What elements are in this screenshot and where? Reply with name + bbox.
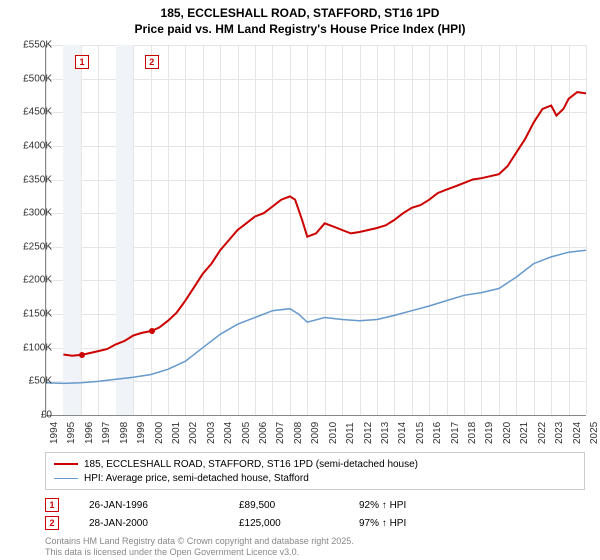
x-axis-label: 2012 (363, 422, 374, 444)
x-axis-label: 2010 (328, 422, 339, 444)
x-axis-label: 1999 (136, 422, 147, 444)
chart-plot-area: 12 (45, 45, 586, 416)
x-axis-label: 2013 (380, 422, 391, 444)
y-axis-label: £350K (23, 174, 52, 185)
y-axis-label: £250K (23, 241, 52, 252)
series-hpi (46, 250, 586, 383)
y-axis-label: £450K (23, 107, 52, 118)
sale-dot (79, 352, 85, 358)
x-axis-label: 2023 (554, 422, 565, 444)
y-axis-label: £400K (23, 140, 52, 151)
y-axis-label: £150K (23, 309, 52, 320)
legend-swatch-property (54, 463, 78, 465)
x-axis-label: 2009 (310, 422, 321, 444)
legend-area: 185, ECCLESHALL ROAD, STAFFORD, ST16 1PD… (45, 452, 585, 558)
footer-text: Contains HM Land Registry data © Crown c… (45, 536, 585, 558)
y-axis-label: £100K (23, 342, 52, 353)
sale-date: 26-JAN-1996 (89, 500, 239, 511)
chart-title: 185, ECCLESHALL ROAD, STAFFORD, ST16 1PD… (0, 0, 600, 37)
sale-price: £89,500 (239, 500, 359, 511)
x-axis-label: 1998 (119, 422, 130, 444)
x-axis-label: 1994 (49, 422, 60, 444)
sale-badge: 2 (45, 516, 59, 530)
y-axis-label: £0 (41, 410, 52, 421)
x-axis-label: 2011 (345, 422, 356, 444)
legend-label-property: 185, ECCLESHALL ROAD, STAFFORD, ST16 1PD… (84, 459, 418, 470)
x-axis-label: 2018 (467, 422, 478, 444)
x-axis-label: 2014 (397, 422, 408, 444)
y-axis-label: £550K (23, 40, 52, 51)
x-axis-label: 1995 (66, 422, 77, 444)
x-axis-label: 1996 (84, 422, 95, 444)
legend-swatch-hpi (54, 478, 78, 479)
y-axis-label: £500K (23, 73, 52, 84)
chart-lines (46, 45, 586, 415)
sale-dot (149, 328, 155, 334)
x-axis-label: 2021 (519, 422, 530, 444)
sale-marker-2: 2 (145, 55, 159, 69)
x-axis-label: 2022 (537, 422, 548, 444)
x-axis-label: 2016 (432, 422, 443, 444)
x-axis-label: 2002 (188, 422, 199, 444)
sale-marker-1: 1 (75, 55, 89, 69)
legend-frame: 185, ECCLESHALL ROAD, STAFFORD, ST16 1PD… (45, 452, 585, 490)
sale-hpi: 92% ↑ HPI (359, 500, 406, 511)
x-axis-label: 2006 (258, 422, 269, 444)
legend-item-property: 185, ECCLESHALL ROAD, STAFFORD, ST16 1PD… (54, 457, 576, 471)
series-property (63, 92, 586, 356)
y-axis-label: £300K (23, 208, 52, 219)
x-axis-label: 2017 (450, 422, 461, 444)
legend-label-hpi: HPI: Average price, semi-detached house,… (84, 473, 309, 484)
sale-row: 2 28-JAN-2000£125,00097% ↑ HPI (45, 514, 585, 532)
x-axis-label: 2001 (171, 422, 182, 444)
x-axis-label: 2015 (415, 422, 426, 444)
x-axis-label: 2025 (589, 422, 600, 444)
sale-hpi: 97% ↑ HPI (359, 518, 406, 529)
x-axis-label: 2008 (293, 422, 304, 444)
y-axis-label: £200K (23, 275, 52, 286)
x-axis-label: 1997 (101, 422, 112, 444)
x-axis-label: 2007 (275, 422, 286, 444)
x-axis-label: 2020 (502, 422, 513, 444)
x-axis-label: 2019 (484, 422, 495, 444)
x-axis-label: 2005 (241, 422, 252, 444)
x-axis-label: 2004 (223, 422, 234, 444)
x-axis-label: 2000 (154, 422, 165, 444)
x-axis-label: 2024 (572, 422, 583, 444)
sale-date: 28-JAN-2000 (89, 518, 239, 529)
legend-item-hpi: HPI: Average price, semi-detached house,… (54, 471, 576, 485)
sales-list: 1 26-JAN-1996£89,50092% ↑ HPI 2 28-JAN-2000… (45, 496, 585, 532)
sale-row: 1 26-JAN-1996£89,50092% ↑ HPI (45, 496, 585, 514)
x-axis-label: 2003 (206, 422, 217, 444)
sale-price: £125,000 (239, 518, 359, 529)
y-axis-label: £50K (29, 376, 52, 387)
sale-badge: 1 (45, 498, 59, 512)
